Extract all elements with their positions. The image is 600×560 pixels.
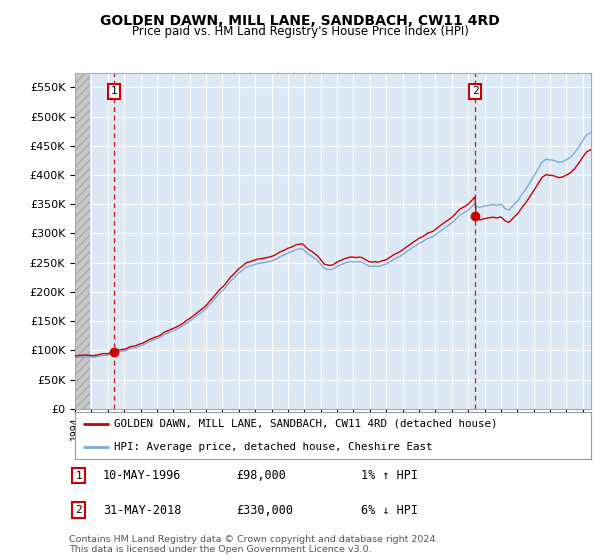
Text: 6% ↓ HPI: 6% ↓ HPI [361, 503, 418, 516]
Text: £98,000: £98,000 [236, 469, 286, 482]
Text: 10-MAY-1996: 10-MAY-1996 [103, 469, 181, 482]
Text: £330,000: £330,000 [236, 503, 293, 516]
Text: 1: 1 [75, 470, 82, 480]
Text: GOLDEN DAWN, MILL LANE, SANDBACH, CW11 4RD: GOLDEN DAWN, MILL LANE, SANDBACH, CW11 4… [100, 14, 500, 28]
Text: 31-MAY-2018: 31-MAY-2018 [103, 503, 181, 516]
Bar [75, 73, 90, 409]
Text: 2: 2 [472, 86, 478, 96]
Text: GOLDEN DAWN, MILL LANE, SANDBACH, CW11 4RD (detached house): GOLDEN DAWN, MILL LANE, SANDBACH, CW11 4… [114, 418, 497, 428]
Text: Price paid vs. HM Land Registry's House Price Index (HPI): Price paid vs. HM Land Registry's House … [131, 25, 469, 38]
Text: 1% ↑ HPI: 1% ↑ HPI [361, 469, 418, 482]
Text: 2: 2 [75, 505, 82, 515]
Text: 1: 1 [110, 86, 117, 96]
Text: HPI: Average price, detached house, Cheshire East: HPI: Average price, detached house, Ches… [114, 442, 432, 452]
Text: Contains HM Land Registry data © Crown copyright and database right 2024.
This d: Contains HM Land Registry data © Crown c… [69, 535, 439, 554]
